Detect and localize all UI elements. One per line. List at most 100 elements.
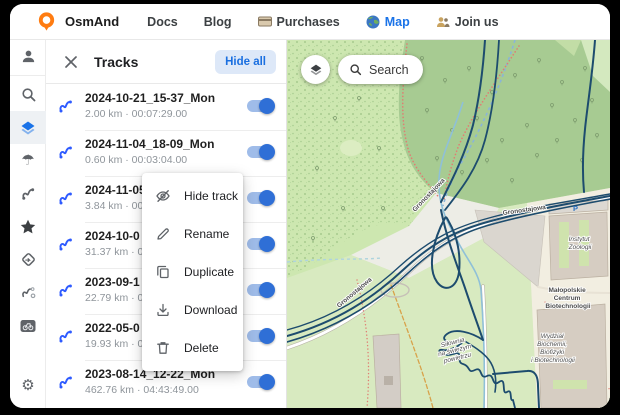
nav-link-docs[interactable]: Docs [147,15,178,29]
tracks-panel-header: Tracks Hide all [46,40,286,84]
menu-item-label: Duplicate [184,265,235,279]
track-meta: 0.60 km · 00:03:04.00 [85,154,188,166]
track-visibility-toggle[interactable] [247,236,275,252]
parking-label: P [573,204,578,213]
sidebar-item-plan-route[interactable] [10,276,46,309]
track-squiggle-icon [59,146,72,159]
track-squiggle-icon [59,284,72,297]
community-icon [436,16,450,27]
menu-item-hide-track[interactable]: Hide track [142,177,243,215]
nav-link-purchases[interactable]: Purchases [257,14,340,29]
track-squiggle-icon [59,192,72,205]
nav-link-map[interactable]: Map [366,15,410,29]
nav-link-label: Map [384,14,410,29]
track-visibility-toggle[interactable] [247,144,275,160]
menu-item-rename[interactable]: Rename [142,215,243,253]
download-icon [157,303,169,317]
map-search-button[interactable]: Search [338,55,423,84]
sidebar-item-tracks[interactable] [10,177,46,210]
track-squiggle-icon [59,330,72,343]
track-row[interactable]: 2024-10-21_15-37_Mon 2.00 km · 00:07:29.… [46,84,286,130]
track-meta: 19.93 km · 0 [85,338,144,350]
building-label-biotech-center: Małopolskie Centrum Biotechnologii [545,287,590,310]
track-name: 2024-11-05 [85,183,146,197]
sidebar-item-travel[interactable] [10,309,46,342]
nav-link-join-us[interactable]: Join us [436,15,499,29]
menu-item-label: Rename [184,227,230,241]
sidebar-item-search[interactable] [10,78,46,111]
favorites-star-icon [20,219,36,233]
map-search-label: Search [369,62,409,77]
panel-title: Tracks [94,53,139,70]
nav-link-label: Purchases [276,14,340,29]
travel-icon [20,319,36,332]
menu-item-label: Hide track [184,189,239,203]
weather-umbrella-icon: ☂ [21,152,35,169]
track-visibility-toggle[interactable] [247,374,275,390]
hide-all-button[interactable]: Hide all [215,49,276,74]
layers-icon [21,121,35,134]
track-meta: 22.79 km · 0 [85,292,144,304]
track-name: 2024-10-21_15-37_Mon [85,91,216,105]
nav-link-label: Docs [147,14,178,29]
rename-pencil-icon [157,228,169,240]
map-controls: Search [301,55,423,84]
hide-eye-off-icon [156,190,170,202]
sidebar-item-favorites[interactable] [10,210,46,243]
nav-link-label: Blog [203,14,232,29]
track-name: 2024-11-04_18-09_Mon [85,137,215,151]
duplicate-copy-icon [157,265,169,279]
track-row[interactable]: 2024-11-04_18-09_Mon 0.60 km · 00:03:04.… [46,130,286,176]
map-layers-icon [310,64,321,75]
track-name: 2023-09-1 [85,275,140,289]
search-icon [21,88,35,102]
track-name: 2024-10-0 [85,229,140,243]
nav-link-label: Join us [454,14,499,29]
map-render: Gronostajowa Gronostajowa Gronostajowa P… [287,40,610,408]
settings-gear-icon: ⚙ [21,377,35,394]
menu-item-delete[interactable]: Delete [142,329,243,367]
track-visibility-toggle[interactable] [247,328,275,344]
sidebar-item-settings[interactable]: ⚙ [10,369,46,402]
track-visibility-toggle[interactable] [247,190,275,206]
track-visibility-toggle[interactable] [247,98,275,114]
sidebar-item-navigation[interactable] [10,243,46,276]
menu-item-label: Delete [184,341,219,355]
sidebar-divider [10,75,45,76]
track-squiggle-icon [59,238,72,251]
sidebar-item-weather[interactable]: ☂ [10,144,46,177]
globe-icon [366,15,380,28]
tracks-route-icon [21,188,34,200]
osmand-web-window: OsmAnd Docs Blog Purchases Map [10,4,610,408]
brand-label: OsmAnd [65,14,120,29]
delete-trash-icon [157,342,169,354]
nav-link-blog[interactable]: Blog [204,15,232,29]
menu-item-duplicate[interactable]: Duplicate [142,253,243,291]
building-label-biochem: Wydział Biochemii, Biofizyki i Biotechno… [531,333,575,364]
track-meta: 2.00 km · 00:07:29.00 [85,108,188,120]
left-icon-sidebar: ☂ [10,40,46,408]
top-navbar: OsmAnd Docs Blog Purchases Map [10,4,610,40]
building-label-zoology: Instytut Zoologii [568,236,592,251]
map-layers-button[interactable] [301,55,330,84]
osmand-logo-icon [38,12,55,31]
osmand-brand[interactable]: OsmAnd [36,11,119,32]
menu-item-download[interactable]: Download [142,291,243,329]
close-icon [65,55,77,68]
close-panel-button[interactable] [60,51,82,73]
track-name: 2022-05-0 [85,321,140,335]
track-visibility-toggle[interactable] [247,282,275,298]
track-context-menu: Hide track Rename Duplicate Download [142,173,243,371]
track-squiggle-icon [59,100,72,113]
menu-item-label: Download [184,303,238,317]
track-meta: 31.37 km · 0 [85,246,144,258]
map-canvas[interactable]: Gronostajowa Gronostajowa Gronostajowa P… [287,40,610,408]
sidebar-item-layers[interactable] [10,111,46,144]
sidebar-item-account[interactable] [10,40,46,73]
navigation-icon [21,253,35,266]
purchases-card-icon [257,16,272,27]
account-icon [22,50,34,63]
track-meta: 462.76 km · 04:43:49.00 [85,384,199,396]
plan-route-icon [21,287,35,299]
track-meta: 3.84 km · 00 [85,200,144,212]
